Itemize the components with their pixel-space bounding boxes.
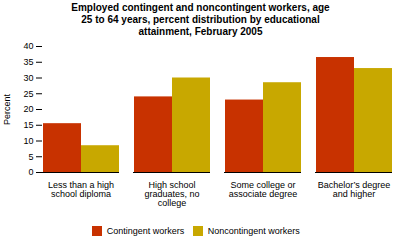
svg-text:25: 25 (23, 89, 33, 99)
svg-text:Percent: Percent (2, 93, 12, 125)
svg-text:Bachelor’s degreeand higher: Bachelor’s degreeand higher (318, 180, 391, 199)
svg-text:High schoolgraduates, nocolleg: High schoolgraduates, nocollege (144, 180, 199, 208)
svg-text:30: 30 (23, 73, 33, 83)
svg-text:15: 15 (23, 120, 33, 130)
html-text:Noncontingent workers: Noncontingent workers (207, 225, 300, 236)
svg-text:35: 35 (23, 57, 33, 67)
svg-text:40: 40 (23, 41, 33, 51)
svg-text:5: 5 (28, 152, 33, 162)
html-text:Employed contingent and noncon: Employed contingent and noncontingent wo… (71, 2, 330, 37)
svg-text:Some college orassociate degre: Some college orassociate degree (229, 180, 298, 199)
svg-text:Less than a highschool diploma: Less than a highschool diploma (48, 180, 114, 199)
svg-text:10: 10 (23, 136, 33, 146)
html-text:Contingent workers: Contingent workers (106, 225, 185, 236)
svg-text:20: 20 (23, 104, 33, 114)
svg-text:0: 0 (28, 167, 33, 177)
